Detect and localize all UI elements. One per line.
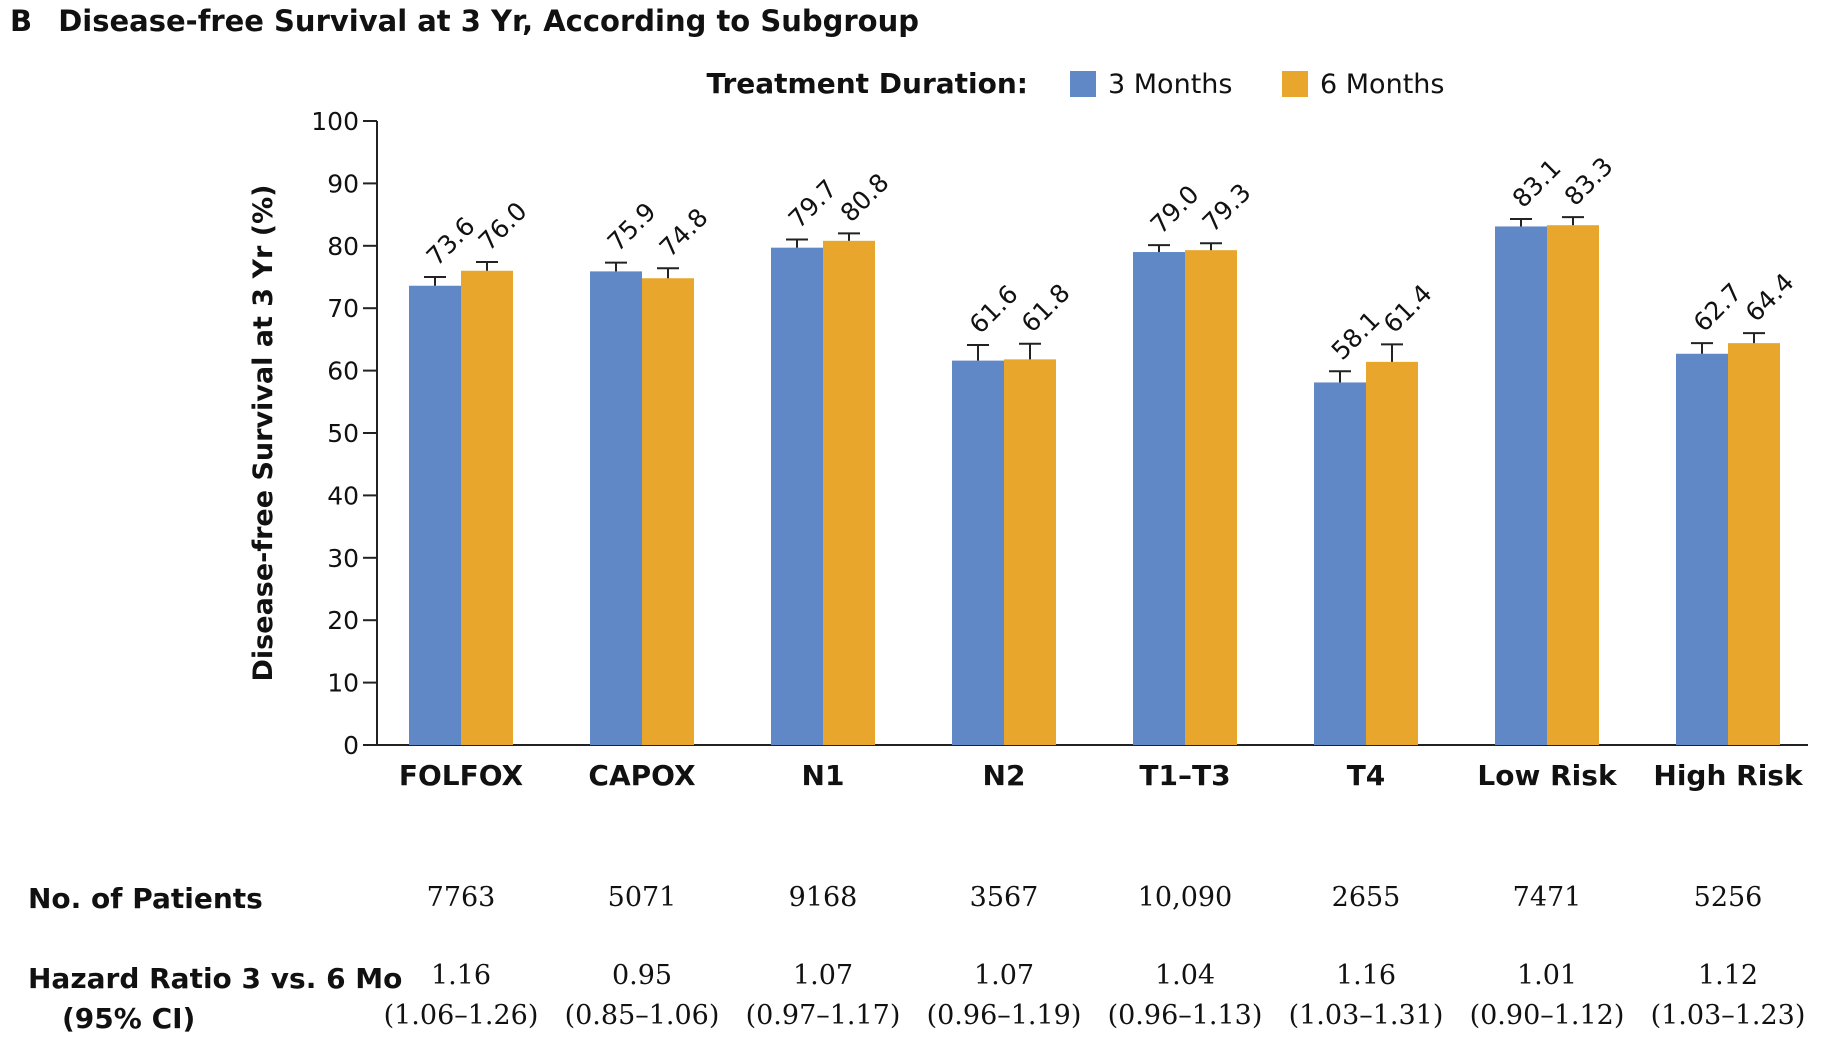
bar-6mo bbox=[461, 270, 513, 745]
value-label: 61.4 bbox=[1378, 279, 1438, 339]
bar-3mo bbox=[590, 271, 642, 745]
legend-swatch-6mo bbox=[1282, 71, 1308, 97]
bar-3mo bbox=[1133, 252, 1185, 746]
bar-3mo bbox=[952, 360, 1004, 745]
value-label: 74.8 bbox=[654, 203, 714, 263]
category-label: FOLFOX bbox=[399, 759, 524, 792]
y-tick-label: 0 bbox=[343, 731, 359, 760]
y-tick-label: 100 bbox=[311, 107, 359, 136]
y-tick-label: 40 bbox=[327, 481, 359, 510]
bar-6mo bbox=[823, 240, 875, 746]
category-label: N1 bbox=[802, 759, 845, 792]
y-tick-label: 70 bbox=[327, 294, 359, 323]
category-label: T1–T3 bbox=[1139, 759, 1230, 792]
legend-label: 3 Months bbox=[1108, 69, 1232, 100]
value-label: 61.8 bbox=[1016, 278, 1076, 338]
category-label: T4 bbox=[1347, 759, 1386, 792]
value-label: 75.9 bbox=[602, 197, 662, 257]
value-label: 73.6 bbox=[421, 211, 481, 271]
category-label: Low Risk bbox=[1477, 759, 1618, 792]
y-tick-label: 90 bbox=[327, 169, 359, 198]
value-label: 61.6 bbox=[964, 279, 1024, 339]
bar-3mo bbox=[771, 247, 823, 745]
y-tick-label: 20 bbox=[327, 606, 359, 635]
value-label: 80.8 bbox=[835, 168, 895, 228]
y-axis-label: Disease-free Survival at 3 Yr (%) bbox=[248, 185, 279, 682]
y-tick-label: 80 bbox=[327, 232, 359, 261]
bar-3mo bbox=[409, 285, 461, 745]
bar-3mo bbox=[1676, 353, 1728, 745]
value-label: 79.7 bbox=[783, 174, 843, 234]
value-label: 83.1 bbox=[1507, 153, 1567, 213]
bar-6mo bbox=[642, 278, 694, 745]
panel-letter: B bbox=[10, 4, 33, 38]
y-tick-label: 10 bbox=[327, 669, 359, 698]
value-label: 62.7 bbox=[1688, 278, 1748, 338]
value-label: 76.0 bbox=[473, 196, 533, 256]
bar-6mo bbox=[1366, 361, 1418, 745]
y-tick-label: 50 bbox=[327, 419, 359, 448]
value-label: 58.1 bbox=[1326, 306, 1386, 366]
bar-3mo bbox=[1314, 382, 1366, 745]
value-label: 64.4 bbox=[1740, 268, 1800, 328]
value-label: 79.0 bbox=[1145, 180, 1205, 240]
bar-6mo bbox=[1004, 359, 1056, 745]
category-label: N2 bbox=[983, 759, 1026, 792]
y-tick-label: 60 bbox=[327, 357, 359, 386]
bar-3mo bbox=[1495, 226, 1547, 745]
category-label: CAPOX bbox=[588, 759, 696, 792]
legend-swatch-3mo bbox=[1070, 71, 1096, 97]
panel-header: B Disease-free Survival at 3 Yr, Accordi… bbox=[10, 4, 919, 38]
value-label: 79.3 bbox=[1197, 178, 1257, 238]
legend-label: 6 Months bbox=[1320, 69, 1444, 100]
category-label: High Risk bbox=[1653, 759, 1804, 792]
bar-6mo bbox=[1728, 343, 1780, 745]
chart-title: Disease-free Survival at 3 Yr, According… bbox=[58, 4, 920, 38]
bar-6mo bbox=[1185, 250, 1237, 745]
bar-6mo bbox=[1547, 225, 1599, 745]
legend-title: Treatment Duration: bbox=[706, 67, 1028, 100]
y-tick-label: 30 bbox=[327, 544, 359, 573]
value-label: 83.3 bbox=[1559, 151, 1619, 211]
